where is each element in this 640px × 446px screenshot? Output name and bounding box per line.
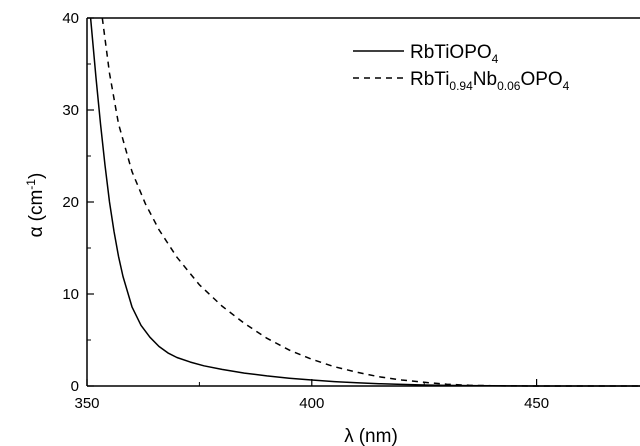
legend-label-2: RbTi0.94Nb0.06OPO4 bbox=[410, 69, 570, 93]
legend: RbTiOPO4 RbTi0.94Nb0.06OPO4 bbox=[353, 42, 570, 93]
x-axis-label: λ (nm) bbox=[344, 426, 398, 446]
series-line-2 bbox=[101, 17, 640, 387]
x-axis-label-unit: (nm) bbox=[359, 426, 398, 446]
series-lines bbox=[89, 17, 640, 387]
axis-ticks: 350 400 450 0 10 20 30 40 bbox=[62, 10, 549, 412]
x-tick-label: 350 bbox=[74, 395, 99, 412]
y-axis-label-unit-close: ) bbox=[26, 173, 47, 179]
legend-label-1: RbTiOPO4 bbox=[410, 42, 499, 66]
y-tick-label: 30 bbox=[62, 102, 79, 119]
y-axis-label-unit-sup: -1 bbox=[24, 179, 38, 190]
y-tick-label: 40 bbox=[62, 10, 79, 27]
y-axis-label-unit-open: (cm bbox=[26, 190, 47, 222]
x-tick-label: 400 bbox=[299, 395, 324, 412]
x-axis-label-symbol: λ bbox=[344, 426, 354, 446]
y-tick-label: 20 bbox=[62, 194, 79, 211]
y-axis-label-symbol: α bbox=[26, 226, 47, 237]
y-tick-label: 0 bbox=[71, 378, 79, 395]
y-axis-label: α (cm-1) bbox=[24, 173, 47, 238]
y-tick-label: 10 bbox=[62, 286, 79, 303]
x-tick-label: 450 bbox=[524, 395, 549, 412]
